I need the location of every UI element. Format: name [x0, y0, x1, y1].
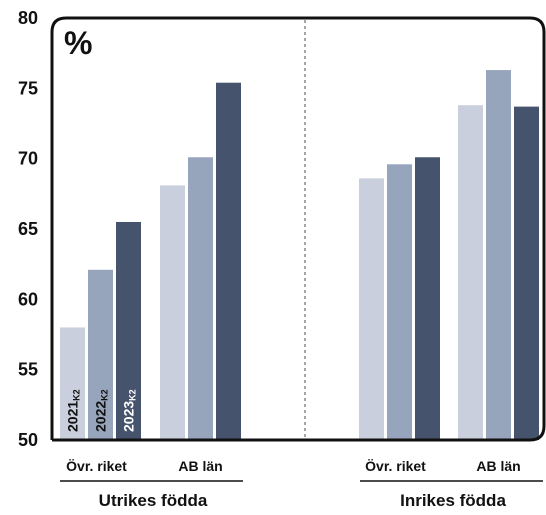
category-label: AB län — [476, 458, 520, 474]
group-label: Inrikes födda — [400, 491, 506, 510]
bar — [359, 178, 384, 441]
bar — [387, 164, 412, 440]
y-tick-label: 65 — [18, 219, 38, 239]
category-labels: Övr. riket AB län Övr. riket AB län — [66, 458, 521, 474]
series-name: 2021 — [65, 401, 81, 432]
y-tick-label: 50 — [18, 430, 38, 450]
bar — [188, 157, 213, 440]
series-label: 2023K2 — [121, 389, 138, 432]
series-label: 2021K2 — [65, 389, 82, 432]
y-tick-label: 70 — [18, 149, 38, 169]
series-name: 2022 — [93, 401, 109, 432]
bar — [458, 105, 483, 441]
bar — [88, 269, 113, 440]
y-tick-label: 75 — [18, 78, 38, 98]
category-label: Övr. riket — [365, 458, 426, 474]
y-tick-label: 55 — [18, 360, 38, 380]
bar — [514, 106, 539, 441]
y-tick-label: 60 — [18, 289, 38, 309]
bar — [160, 185, 185, 440]
unit-label: % — [64, 25, 92, 61]
category-label: Övr. riket — [66, 458, 127, 474]
plot-frame — [50, 16, 546, 442]
bar — [60, 327, 85, 440]
category-label: AB län — [178, 458, 222, 474]
bars — [60, 70, 539, 441]
bar — [216, 82, 241, 440]
series-name: 2023 — [121, 401, 137, 432]
group-labels: Utrikes födda Inrikes födda — [99, 491, 507, 510]
series-suffix: K2 — [72, 389, 82, 401]
series-label: 2022K2 — [93, 389, 110, 432]
bar — [116, 221, 141, 440]
y-axis-ticks: 50 55 60 65 70 75 80 — [18, 8, 38, 450]
bar — [486, 70, 511, 441]
series-suffix: K2 — [128, 389, 138, 401]
y-tick-label: 80 — [18, 8, 38, 28]
series-suffix: K2 — [100, 389, 110, 401]
group-label: Utrikes födda — [99, 491, 208, 510]
bar — [415, 157, 440, 440]
